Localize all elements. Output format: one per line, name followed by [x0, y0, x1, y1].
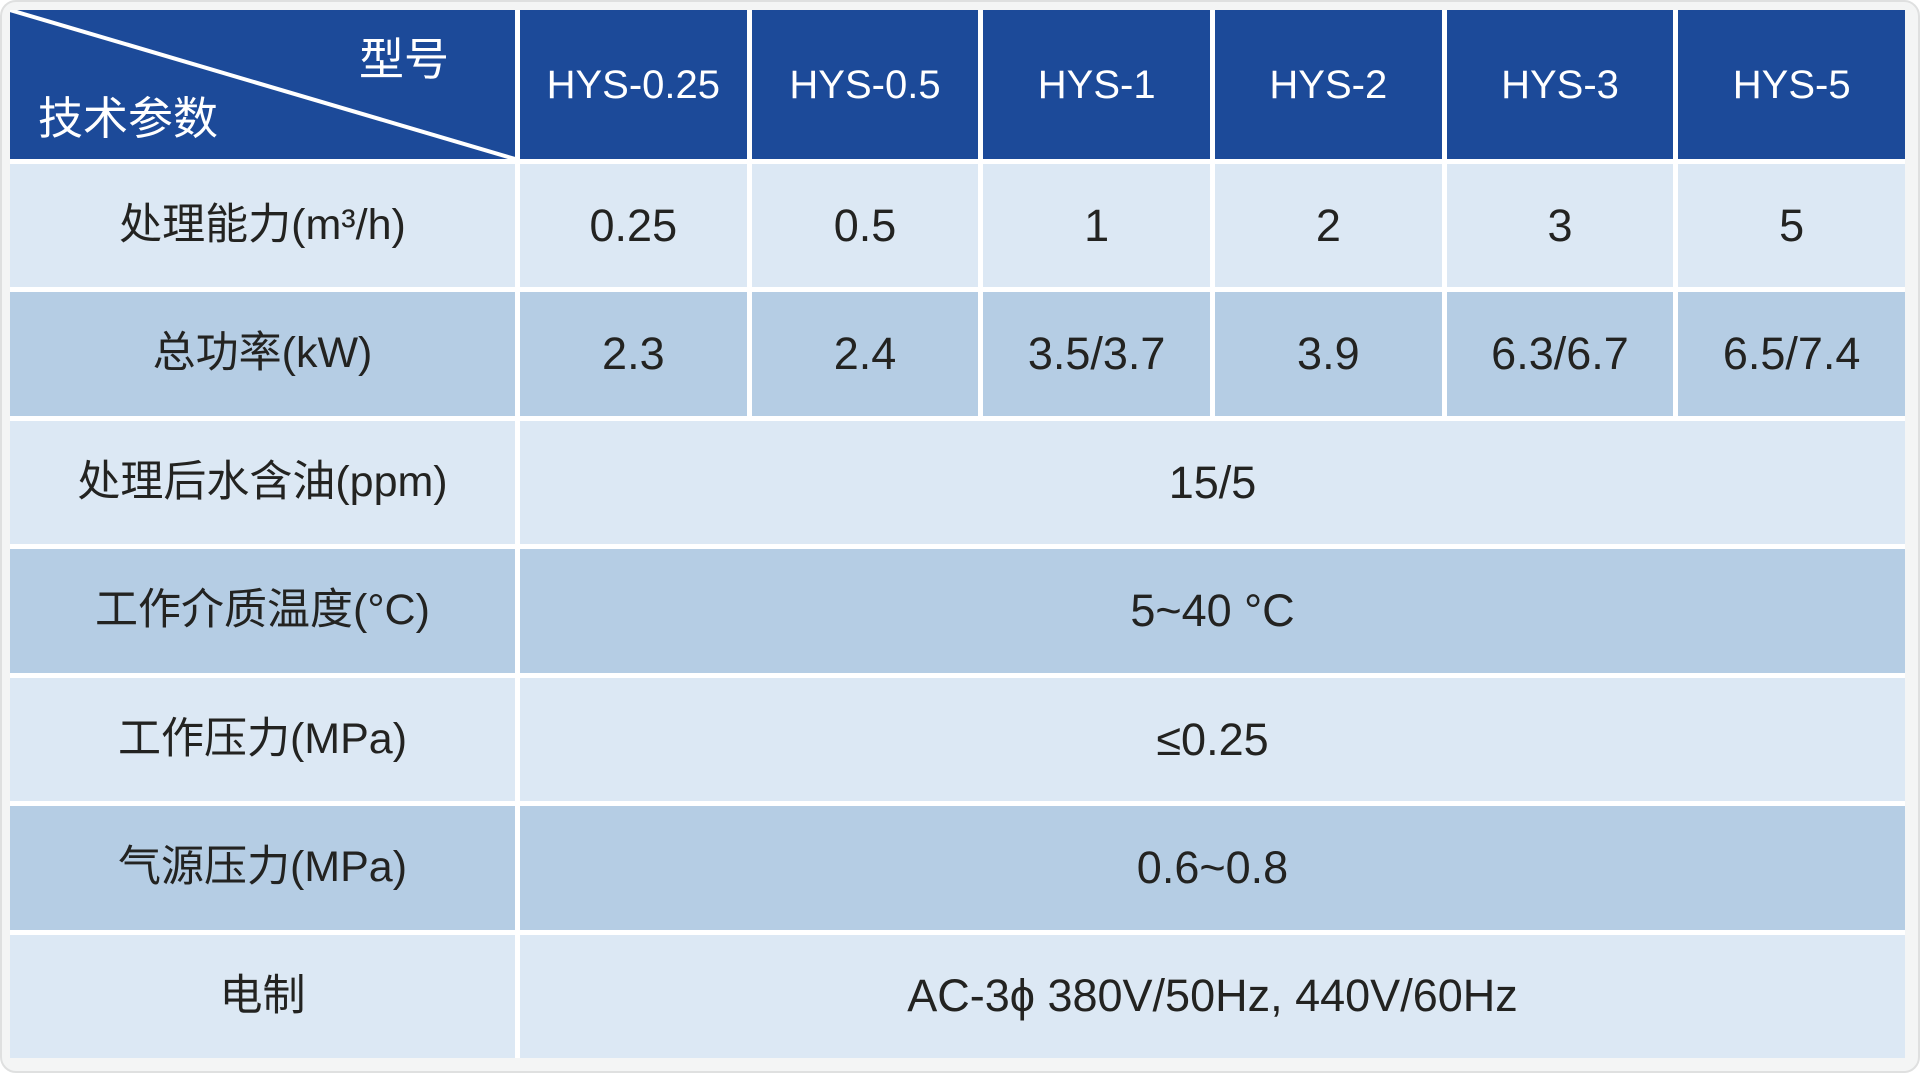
- merged-value-cell: 0.6~0.8: [520, 806, 1905, 930]
- corner-header-cell: 型号 技术参数: [10, 10, 515, 159]
- table-cell: 5: [1678, 164, 1905, 288]
- column-header-hys-2: HYS-2: [1215, 10, 1442, 159]
- row-label-working-pressure: 工作压力(MPa): [10, 677, 515, 802]
- corner-label-technical-parameters: 技术参数: [38, 93, 219, 145]
- table-cell: 2.3: [520, 292, 747, 416]
- column-header-hys-0-5: HYS-0.5: [751, 10, 979, 159]
- merged-value-cell: 5~40 °C: [520, 549, 1905, 673]
- table-cell: 2: [1215, 164, 1442, 288]
- merged-value-cell: ≤0.25: [520, 677, 1905, 802]
- row-label-total-power: 总功率(kW): [10, 292, 515, 416]
- row-label-oil-content-after-treatment: 处理后水含油(ppm): [10, 420, 515, 545]
- table-cell: 2.4: [751, 292, 979, 416]
- table-cell: 0.25: [520, 164, 747, 288]
- corner-label-model: 型号: [358, 34, 449, 85]
- table-cell: 3.9: [1215, 292, 1442, 416]
- table-cell: 6.5/7.4: [1678, 292, 1905, 416]
- table-cell: 3: [1446, 164, 1674, 288]
- column-header-hys-0-25: HYS-0.25: [520, 10, 747, 159]
- technical-parameters-table: 型号 技术参数 HYS-0.25 HYS-0.5 HYS-1 HYS-2 HYS…: [10, 10, 1905, 1058]
- column-header-hys-1: HYS-1: [983, 10, 1210, 159]
- table-cell: 1: [983, 164, 1210, 288]
- merged-value-cell: 15/5: [520, 420, 1905, 545]
- row-label-electrical-system: 电制: [10, 934, 515, 1058]
- row-label-air-supply-pressure: 气源压力(MPa): [10, 806, 515, 930]
- merged-value-cell: AC-3ϕ 380V/50Hz, 440V/60Hz: [520, 934, 1905, 1058]
- column-header-hys-3: HYS-3: [1446, 10, 1674, 159]
- table-cell: 6.3/6.7: [1446, 292, 1674, 416]
- column-header-hys-5: HYS-5: [1678, 10, 1905, 159]
- row-label-treatment-capacity: 处理能力(m³/h): [10, 164, 515, 288]
- table-cell: 0.5: [751, 164, 979, 288]
- table-cell: 3.5/3.7: [983, 292, 1210, 416]
- diagonal-divider-line: [10, 10, 515, 159]
- row-label-working-medium-temperature: 工作介质温度(°C): [10, 549, 515, 673]
